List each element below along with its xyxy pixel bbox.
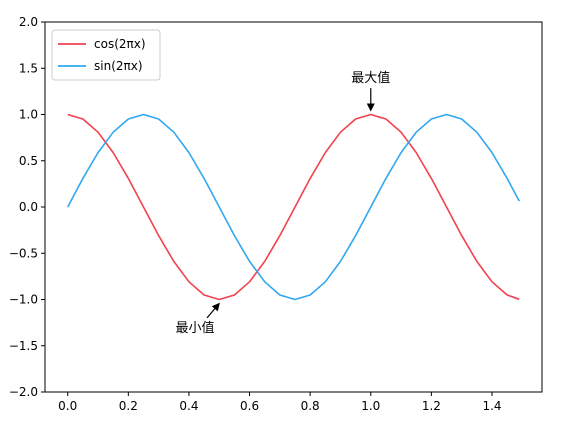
annotation-arrow [206, 302, 220, 319]
x-tick-label: 0.8 [301, 399, 320, 413]
x-tick-label: 0.4 [179, 399, 198, 413]
legend: cos(2πx) sin(2πx) [51, 29, 161, 81]
legend-entry-label: sin(2πx) [94, 59, 143, 73]
y-tick-label: 0.0 [19, 200, 38, 214]
y-tick-label: 0.5 [19, 154, 38, 168]
legend-box [51, 29, 161, 81]
legend-entry-label: cos(2πx) [94, 37, 146, 51]
x-tick-label: 1.2 [422, 399, 441, 413]
y-tick-label: 2.0 [19, 15, 38, 29]
y-tick-label: 1.0 [19, 108, 38, 122]
x-tick-label: 0.2 [119, 399, 138, 413]
y-tick-label: −2.0 [9, 385, 38, 399]
y-tick-label: −1.5 [9, 339, 38, 353]
x-axis: 0.0 0.2 0.4 0.6 0.8 1.0 1.2 1.4 [58, 392, 502, 413]
series-line-cos [67, 113, 520, 301]
x-tick-label: 0.6 [240, 399, 259, 413]
y-tick-label: −0.5 [9, 246, 38, 260]
x-tick-label: 1.4 [482, 399, 501, 413]
y-axis: −2.0 −1.5 −1.0 −0.5 0.0 0.5 1.0 1.5 2.0 [9, 15, 45, 399]
series-layer [67, 113, 520, 301]
x-tick-label: 1.0 [361, 399, 380, 413]
y-tick-label: −1.0 [9, 293, 38, 307]
annotation-min-label: 最小值 [176, 320, 215, 336]
series-line-sin [67, 113, 520, 301]
x-tick-label: 0.0 [58, 399, 77, 413]
y-tick-label: 1.5 [19, 61, 38, 75]
annotation-max-label: 最大值 [351, 70, 390, 86]
